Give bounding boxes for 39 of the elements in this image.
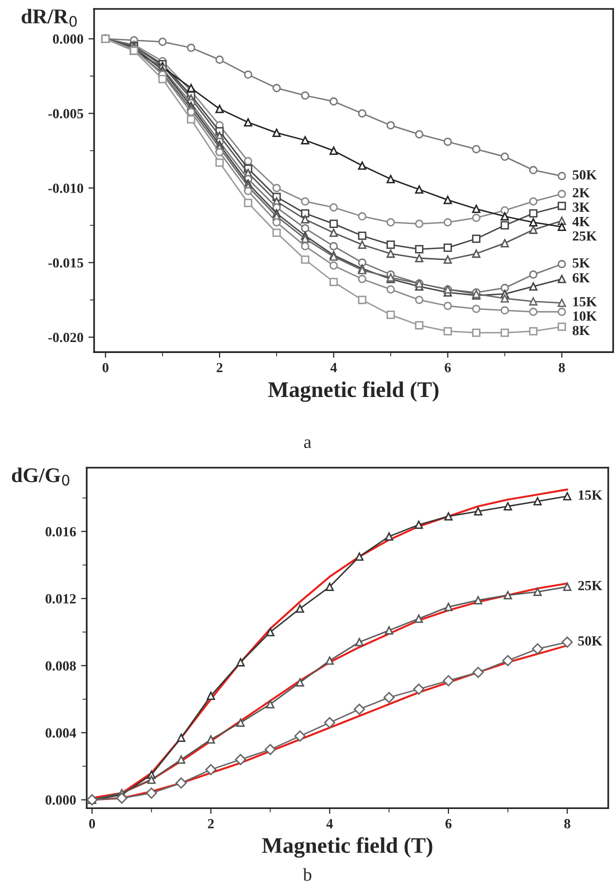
- x-tick-label: 4: [326, 819, 333, 828]
- y-tick-label: -0.015: [48, 258, 84, 268]
- y-axis-title: dG/G$_{0}$: [12, 468, 70, 486]
- x-tick-label: 6: [445, 819, 452, 828]
- series-label: 50K: [572, 170, 597, 180]
- y-axis-title: dR/R$_{0}$: [22, 8, 77, 27]
- series-label: 25K: [578, 580, 602, 590]
- y-tick-label: -0.005: [48, 108, 84, 118]
- y-tick-label: 0.008: [46, 661, 76, 671]
- series-label: 3K: [572, 202, 590, 212]
- x-tick-label: 2: [208, 819, 214, 828]
- y-tick-label: 0.012: [46, 594, 76, 604]
- y-tick-label: -0.020: [48, 332, 84, 342]
- y-tick-label: 0.004: [46, 728, 76, 738]
- x-tick-label: 0: [102, 362, 108, 372]
- series-label: 15K: [578, 490, 602, 500]
- x-tick-label: 0: [89, 819, 96, 828]
- text: a: [304, 439, 312, 448]
- x-tick-label: 8: [564, 819, 570, 828]
- y-tick-label: -0.010: [48, 184, 84, 194]
- series-label: 8K: [572, 326, 590, 336]
- series-label: 10K: [573, 311, 597, 321]
- text: b: [302, 868, 312, 881]
- x-tick-label: 4: [330, 363, 337, 372]
- x-tick-label: 6: [444, 362, 451, 372]
- x-axis-title: Magnetic field (T): [268, 381, 438, 402]
- x-axis-title: Magnetic field (T): [262, 837, 432, 858]
- series-label: 4K: [572, 216, 590, 226]
- series-label: 5K: [572, 258, 590, 268]
- series-label: 2K: [572, 188, 590, 198]
- series-label: 15K: [573, 297, 597, 306]
- series-label: 25K: [572, 231, 597, 241]
- series-label: 50K: [578, 636, 602, 646]
- x-tick-label: 2: [216, 362, 222, 372]
- x-tick-label: 8: [558, 362, 565, 372]
- y-tick-label: 0.000: [52, 34, 84, 44]
- series-label: 6K: [572, 273, 590, 282]
- y-tick-label: 0.016: [46, 527, 76, 536]
- y-tick-label: 0.000: [46, 795, 76, 805]
